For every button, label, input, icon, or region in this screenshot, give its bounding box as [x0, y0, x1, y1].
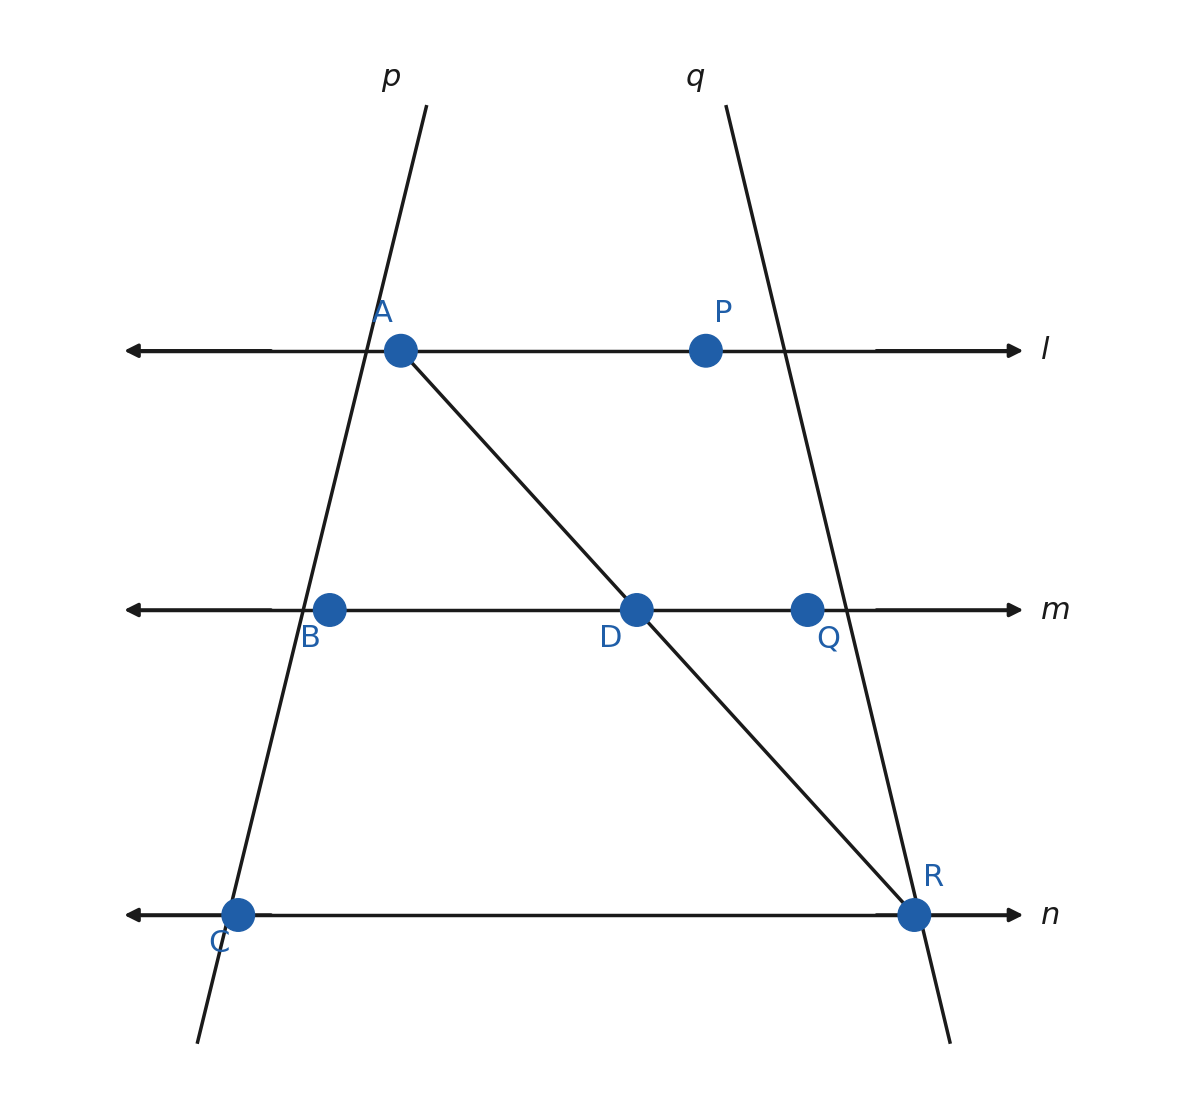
Circle shape — [621, 594, 653, 626]
Text: q: q — [686, 63, 706, 91]
Circle shape — [689, 335, 722, 367]
Text: m: m — [1041, 595, 1071, 625]
Circle shape — [898, 899, 931, 931]
Text: Q: Q — [816, 625, 840, 653]
Circle shape — [385, 335, 417, 367]
Circle shape — [221, 899, 254, 931]
Text: R: R — [922, 863, 944, 893]
Text: D: D — [600, 625, 623, 653]
Text: C: C — [209, 929, 230, 959]
Text: A: A — [371, 299, 392, 328]
Circle shape — [792, 594, 823, 626]
Text: n: n — [1041, 900, 1061, 930]
Text: P: P — [714, 299, 733, 328]
Text: l: l — [1041, 336, 1050, 366]
Text: B: B — [300, 625, 322, 653]
Text: p: p — [380, 63, 401, 91]
Circle shape — [313, 594, 346, 626]
